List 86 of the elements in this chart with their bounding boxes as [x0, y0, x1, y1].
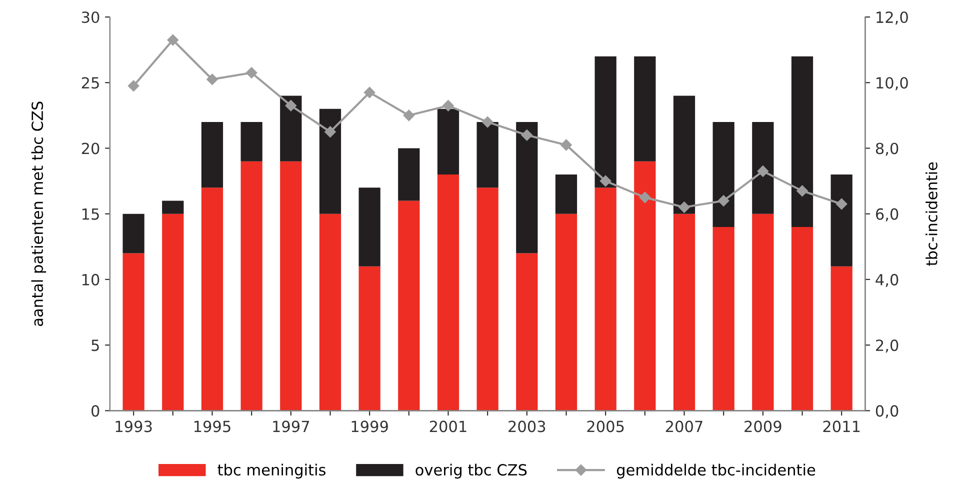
legend-label: tbc meningitis [218, 464, 326, 479]
x-tick-label: 1997 [273, 420, 310, 432]
point [521, 130, 532, 141]
point [206, 74, 218, 85]
y2-tick-label: 4,0 [876, 274, 898, 288]
y2-tick-label: 10,0 [876, 77, 908, 90]
point [757, 166, 769, 177]
x-tick-label: 2005 [587, 420, 624, 432]
x-tick-label: 1993 [116, 420, 152, 432]
bar [319, 214, 342, 411]
bar [280, 161, 302, 411]
point [836, 198, 848, 210]
bar [201, 122, 224, 188]
point [560, 139, 572, 151]
x-tick-label: 2007 [666, 420, 702, 432]
y2-axis-title: tbc-incidentie [926, 162, 938, 266]
y2-tick-label: 6,0 [876, 208, 898, 222]
y-tick-label: 0 [92, 405, 100, 417]
legend-label: gemiddelde tbc-incidentie [616, 464, 816, 479]
point [285, 100, 296, 112]
bar [712, 226, 734, 411]
bar [673, 214, 696, 411]
bar [476, 188, 498, 411]
y-tick-label: 15 [82, 208, 99, 220]
y2-tick-label: 8,0 [876, 142, 898, 156]
bar [712, 122, 734, 227]
bar [830, 174, 852, 266]
point [246, 67, 258, 78]
x-tick-label: 1999 [352, 420, 388, 432]
x-tick-label: 2003 [508, 420, 546, 432]
point [678, 202, 690, 213]
legend-label: overig tbc CZS [416, 464, 527, 479]
bar [673, 96, 696, 214]
y-tick-label: 25 [82, 77, 99, 89]
y-tick-label: 5 [92, 340, 99, 352]
y-axis-title: aantal patienten met tbc CZS [31, 102, 46, 326]
bar [358, 188, 380, 266]
y2-tick-label: 0,0 [876, 405, 898, 418]
bar [752, 122, 774, 214]
bar [830, 266, 852, 411]
x-tick-label: 2001 [430, 420, 466, 432]
point [718, 195, 730, 206]
bar [791, 56, 814, 227]
x-tick-label: 2009 [744, 420, 782, 432]
point [600, 175, 612, 187]
bar [358, 266, 380, 411]
bar [398, 200, 420, 411]
point [324, 126, 336, 138]
bar [437, 108, 460, 174]
point [796, 185, 808, 196]
bar [398, 148, 420, 201]
bar [240, 122, 262, 162]
y2-tick-label: 2,0 [876, 340, 898, 353]
bar [162, 214, 184, 411]
bar [476, 122, 498, 188]
bar [162, 200, 184, 214]
bar [319, 108, 342, 214]
bar [752, 214, 774, 411]
x-tick-label: 2011 [823, 420, 860, 432]
bar [516, 253, 538, 411]
bar [555, 214, 578, 411]
point [403, 110, 414, 122]
y-tick-label: 30 [82, 11, 100, 24]
bar [594, 188, 616, 411]
bar [594, 56, 616, 188]
bar [122, 253, 144, 411]
x-tick-label: 1995 [194, 420, 230, 432]
bar [516, 122, 538, 254]
bar [555, 174, 578, 214]
bar [791, 226, 814, 411]
point [364, 86, 376, 98]
bar [437, 174, 460, 411]
bar [240, 161, 262, 411]
point [442, 100, 454, 112]
y2-tick-label: 12,0 [876, 11, 908, 25]
bar [122, 214, 144, 254]
point [167, 34, 178, 46]
bar [634, 56, 656, 162]
bar [634, 161, 656, 411]
bar [201, 188, 224, 411]
point [128, 80, 140, 92]
y-tick-label: 20 [82, 142, 100, 154]
point [639, 192, 651, 204]
bar [280, 96, 302, 162]
point [482, 116, 494, 128]
y-tick-label: 10 [82, 274, 100, 286]
